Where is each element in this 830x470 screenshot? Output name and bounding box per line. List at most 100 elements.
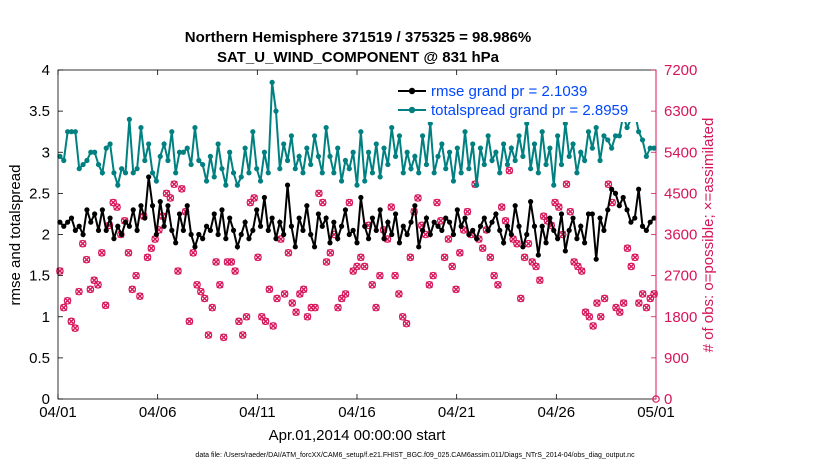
obs-possible-marker bbox=[124, 248, 133, 257]
rmse-point bbox=[342, 207, 349, 213]
obs-assimilated-marker bbox=[425, 281, 433, 289]
rmse-point bbox=[319, 223, 325, 229]
totalspread-point bbox=[400, 170, 406, 176]
right-y-tick-label: 6300 bbox=[664, 103, 697, 120]
totalspread-point bbox=[200, 161, 206, 168]
obs-assimilated-marker bbox=[642, 304, 650, 312]
rmse-point bbox=[555, 236, 561, 242]
totalspread-point bbox=[605, 137, 611, 143]
obs-possible-marker bbox=[231, 267, 239, 275]
totalspread-point bbox=[335, 145, 341, 151]
obs-possible-marker bbox=[284, 248, 293, 257]
totalspread-point bbox=[107, 141, 113, 147]
obs-possible-marker bbox=[501, 216, 510, 225]
totalspread-point bbox=[211, 174, 217, 180]
obs-assimilated-marker bbox=[220, 333, 228, 341]
totalspread-point bbox=[350, 149, 356, 155]
obs-assimilated-marker bbox=[585, 313, 593, 321]
totalspread-point bbox=[562, 120, 568, 127]
x-tick-label: 04/26 bbox=[538, 404, 576, 421]
obs-possible-marker bbox=[616, 308, 624, 316]
totalspread-point bbox=[566, 153, 572, 159]
obs-assimilated-marker bbox=[174, 267, 182, 275]
rmse-point bbox=[358, 194, 364, 201]
obs-possible-marker bbox=[635, 299, 643, 307]
rmse-point bbox=[99, 207, 105, 213]
rmse-point bbox=[419, 227, 426, 233]
totalspread-point bbox=[466, 166, 472, 172]
obs-assimilated-marker bbox=[113, 203, 121, 211]
obs-possible-marker bbox=[177, 185, 186, 193]
obs-possible-marker bbox=[452, 285, 460, 294]
totalspread-point bbox=[146, 141, 152, 147]
rmse-point bbox=[192, 244, 198, 250]
obs-possible-marker bbox=[490, 271, 498, 280]
totalspread-point bbox=[435, 153, 441, 159]
obs-possible-marker bbox=[136, 292, 144, 300]
totalspread-point bbox=[609, 145, 615, 151]
totalspread-point bbox=[188, 161, 194, 168]
rmse-point bbox=[157, 199, 163, 205]
totalspread-point bbox=[331, 170, 337, 176]
obs-assimilated-marker bbox=[71, 324, 79, 332]
obs-assimilated-marker bbox=[448, 262, 456, 270]
rmse-point bbox=[250, 227, 256, 233]
rmse-point bbox=[269, 215, 275, 221]
obs-possible-marker bbox=[59, 303, 68, 312]
obs-assimilated-marker bbox=[231, 267, 239, 275]
obs-assimilated-marker bbox=[300, 285, 308, 293]
obs-assimilated-marker bbox=[94, 281, 102, 289]
obs-assimilated-marker bbox=[166, 194, 174, 202]
totalspread-point bbox=[547, 145, 553, 151]
rmse-point bbox=[107, 215, 113, 221]
obs-possible-marker bbox=[197, 287, 205, 296]
rmse-point bbox=[338, 223, 345, 229]
obs-assimilated-marker bbox=[250, 194, 258, 202]
rmse-point bbox=[365, 236, 372, 242]
obs-possible-marker bbox=[261, 317, 270, 326]
obs-assimilated-marker bbox=[323, 258, 331, 266]
obs-possible-marker bbox=[208, 303, 217, 312]
totalspread-point bbox=[338, 178, 345, 184]
rmse-point bbox=[404, 231, 410, 238]
rmse-point bbox=[180, 227, 186, 233]
rmse-point bbox=[153, 231, 159, 238]
obs-possible-marker bbox=[448, 262, 457, 271]
left-y-tick-label: 3.5 bbox=[29, 103, 50, 120]
obs-assimilated-marker bbox=[83, 256, 91, 264]
obs-assimilated-marker bbox=[185, 317, 193, 325]
obs-assimilated-marker bbox=[391, 272, 399, 280]
rmse-point bbox=[254, 207, 260, 213]
totalspread-point bbox=[377, 174, 383, 180]
obs-assimilated-marker bbox=[601, 294, 609, 302]
obs-assimilated-marker bbox=[227, 258, 235, 266]
totalspread-point bbox=[61, 157, 67, 164]
rmse-point bbox=[551, 227, 557, 233]
totalspread-point bbox=[203, 178, 210, 184]
totalspread-point bbox=[439, 141, 445, 147]
totalspread-point bbox=[277, 166, 283, 172]
obs-assimilated-marker bbox=[319, 199, 327, 207]
obs-assimilated-marker bbox=[98, 249, 106, 257]
obs-possible-marker bbox=[185, 317, 194, 326]
totalspread-point bbox=[412, 153, 418, 159]
obs-possible-marker bbox=[246, 198, 255, 207]
rmse-point bbox=[558, 211, 565, 217]
totalspread-point bbox=[639, 137, 646, 143]
x-tick-label: 05/01 bbox=[637, 404, 675, 421]
obs-possible-marker bbox=[235, 317, 243, 326]
rmse-point bbox=[605, 207, 611, 213]
rmse-point bbox=[450, 231, 457, 238]
rmse-point bbox=[528, 199, 534, 205]
obs-possible-marker bbox=[71, 324, 79, 332]
totalspread-point bbox=[624, 124, 630, 131]
totalspread-point bbox=[176, 149, 183, 155]
obs-assimilated-marker bbox=[627, 262, 635, 270]
totalspread-point bbox=[138, 124, 144, 131]
obs-possible-marker bbox=[478, 244, 487, 253]
rmse-point bbox=[574, 236, 580, 242]
rmse-point bbox=[593, 256, 599, 262]
totalspread-point bbox=[327, 153, 333, 159]
totalspread-point bbox=[462, 129, 468, 135]
totalspread-point bbox=[489, 157, 495, 164]
